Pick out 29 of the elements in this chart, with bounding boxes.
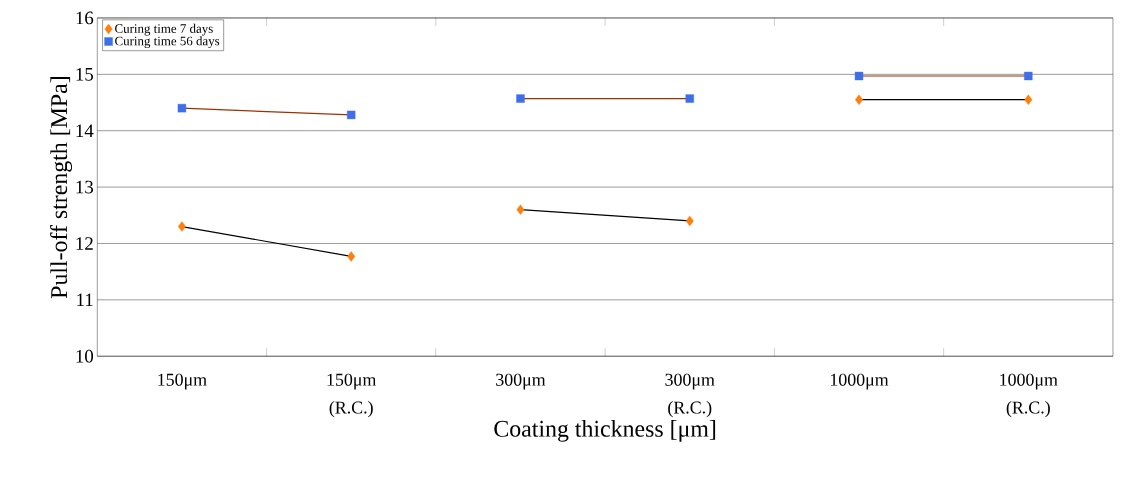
x-tick-label: 150μm (R.C.) [327,373,377,418]
point [855,94,863,105]
legend-label: Curing time 56 days [115,36,220,49]
y-axis-title: Pull-off strength [MPa] [50,77,73,299]
point [1024,71,1033,81]
x-tick-label: 150μm [158,373,207,390]
x-tick-label: 1000μm [830,373,889,390]
x-axis-title: Coating thickness [μm] [494,420,716,442]
y-tick-label: 10 [76,349,94,363]
x-tick-label: 300μm (R.C.) [665,373,715,418]
point [347,251,356,262]
legend-label: Curing time 7 days [115,23,213,36]
y-tick-label: 16 [76,11,94,25]
y-tick-label: 14 [76,124,94,137]
point [347,110,356,120]
point [854,71,864,81]
x-tick-label: 1000μm (R.C.) [1000,373,1058,418]
point [685,215,694,227]
point [516,94,525,103]
point [177,104,187,113]
y-tick-label: 15 [76,68,94,81]
point [516,204,525,215]
x-tick-label: 300μm [496,373,546,390]
point [1024,94,1033,105]
y-tick-label: 11 [77,293,93,307]
y-tick-label: 12 [76,237,93,250]
y-tick-label: 13 [76,180,94,194]
point [685,94,694,103]
point [177,221,186,232]
